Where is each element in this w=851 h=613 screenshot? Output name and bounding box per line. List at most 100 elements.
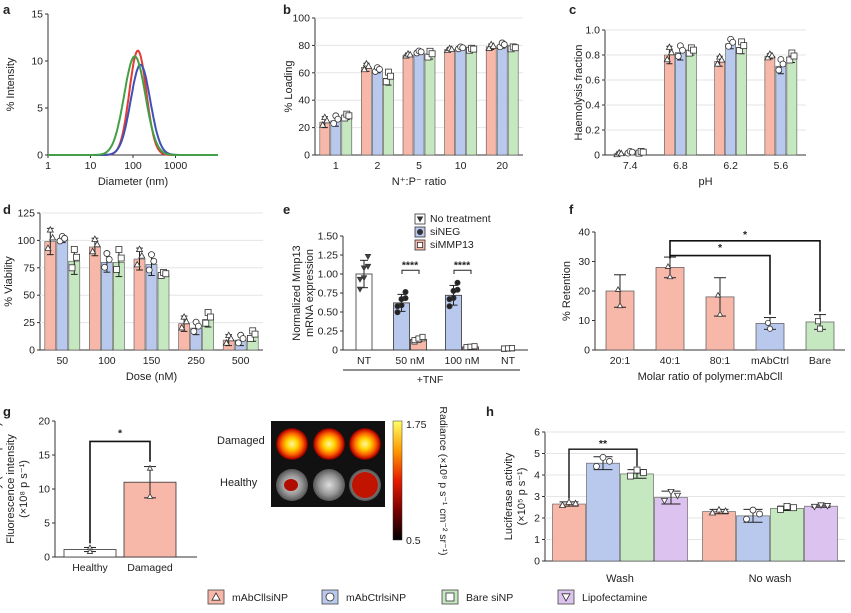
data-point	[150, 257, 158, 265]
y-axis-label: % Retention	[561, 261, 573, 321]
data-point	[356, 276, 364, 283]
x-tick-label: 1	[333, 160, 339, 172]
data-point	[718, 55, 726, 63]
data-point	[749, 506, 757, 514]
y-tick-label: 10	[31, 56, 43, 68]
data-point	[558, 501, 567, 508]
data-point	[725, 42, 732, 50]
legend-label: mAbCllsiNP	[232, 592, 288, 604]
data-point	[471, 343, 478, 350]
data-point	[616, 302, 624, 309]
panel-label-c: c	[569, 2, 576, 17]
data-point	[500, 41, 508, 48]
y-tick-label: 0	[332, 345, 338, 357]
x-tick-label: 1000	[164, 160, 188, 172]
x-tick-label: 6.2	[723, 160, 738, 172]
y-tick-label: 5	[44, 518, 50, 530]
legend-symbol	[445, 592, 455, 602]
data-point	[454, 279, 461, 286]
y-tick-label: 0.75	[318, 288, 339, 300]
data-point	[246, 335, 254, 342]
y-tick-label: 0	[304, 150, 310, 162]
y-tick-label: 0	[534, 556, 540, 568]
data-point	[387, 72, 394, 80]
bar-Bare siNP	[620, 473, 654, 562]
legend-label: mAbCtrlsiNP	[346, 592, 406, 604]
x-tick-label: 40:1	[660, 355, 681, 367]
data-point	[73, 253, 81, 261]
y-tick-label: 20	[38, 416, 50, 428]
data-point	[360, 65, 368, 73]
legend-symbol	[416, 241, 423, 248]
data-point	[627, 472, 634, 480]
data-point	[459, 44, 467, 52]
data-point	[323, 116, 331, 124]
series-line-mAbCtrlsiNP	[48, 63, 218, 156]
y-tick-label: 0	[584, 345, 590, 357]
y-tick-label: 20	[298, 122, 310, 134]
panel-label-e: e	[283, 202, 290, 217]
bar-mAbCllsiNP	[133, 258, 146, 351]
x-tick-label: 1	[45, 160, 51, 172]
bar-mAbCllsiNP	[764, 55, 776, 156]
data-point	[663, 55, 671, 63]
x-axis-label: +TNF	[417, 374, 444, 386]
data-point	[786, 56, 794, 64]
bar-mAbCtrlsiNP	[496, 45, 508, 156]
data-point	[207, 313, 214, 321]
data-point	[44, 244, 52, 251]
data-point	[117, 254, 125, 262]
bar-Bare siNP	[686, 50, 697, 156]
y-axis-label: (×10⁸ p s⁻¹)	[18, 460, 30, 518]
series-line-mAbCllsiNP	[48, 49, 218, 156]
data-point	[779, 60, 787, 68]
x-tick-label: 50 nM	[395, 355, 424, 367]
data-point	[815, 318, 822, 325]
colorbar-min: 0.5	[406, 535, 421, 547]
x-tick-label: Bare	[809, 355, 831, 367]
x-axis-label: Diameter (nm)	[98, 176, 168, 188]
data-point	[360, 265, 368, 272]
data-point	[446, 303, 453, 310]
data-point	[470, 45, 478, 53]
data-point	[356, 286, 364, 293]
data-point	[46, 225, 54, 233]
x-tick-label: No wash	[749, 573, 792, 585]
y-tick-label: 0.50	[318, 307, 339, 319]
data-point	[364, 254, 372, 260]
sig-mark: ****	[454, 260, 471, 272]
data-point	[48, 233, 57, 241]
data-point	[330, 120, 338, 127]
x-tick-label: 6.8	[673, 160, 688, 172]
y-tick-label: 80	[298, 40, 310, 52]
data-point	[86, 547, 94, 554]
y-tick-label: 0.25	[318, 326, 339, 338]
sig-bracket	[568, 448, 638, 499]
bar-mAbCtrlsiNP	[775, 65, 787, 156]
legend-label: siNEG	[430, 226, 460, 238]
data-point	[690, 46, 697, 54]
x-tick-label: 5.6	[774, 160, 789, 172]
sig-bracket	[670, 254, 771, 315]
y-tick-label: 30	[578, 256, 590, 268]
data-point	[446, 296, 453, 303]
data-point	[345, 112, 353, 120]
x-tick-label: 20	[496, 160, 508, 172]
bar-mAbCtrlsiNP	[413, 51, 425, 156]
data-point	[251, 330, 259, 338]
bar-mAbCtrlsiNP	[586, 462, 620, 562]
data-point	[708, 508, 717, 516]
bar-mAbCtrlsiNP	[455, 47, 466, 156]
bar-mAbCllsiNP	[664, 54, 675, 156]
data-point	[715, 505, 723, 513]
series-line-Bare siNP	[48, 55, 218, 156]
legend-symbol	[416, 216, 424, 223]
data-point	[234, 339, 242, 347]
legend-symbol	[211, 592, 221, 601]
data-point	[664, 262, 672, 269]
data-point	[406, 50, 414, 58]
x-tick-label: 10	[455, 160, 467, 172]
bar-mAbCtrlsiNP	[725, 43, 736, 156]
data-point	[394, 303, 401, 310]
